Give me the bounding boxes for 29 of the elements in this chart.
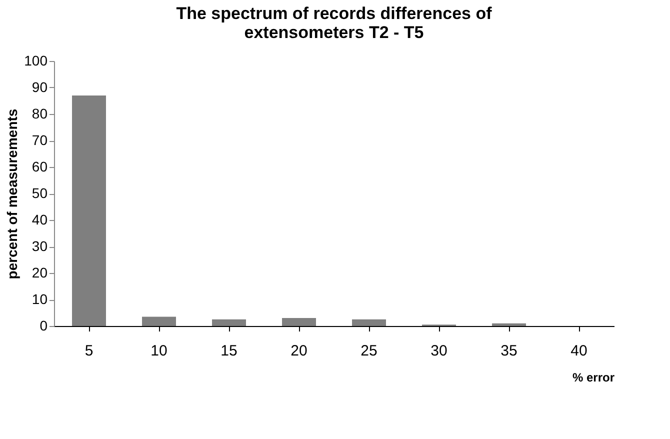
x-tick-label: 20 (290, 342, 308, 360)
y-tick-label: 100 (24, 52, 48, 68)
y-tick-label: 60 (32, 158, 48, 174)
text: The spectrum of records differences of (176, 4, 492, 23)
bar (212, 319, 246, 326)
y-tick-label: 90 (32, 79, 48, 95)
bar (352, 319, 386, 326)
y-tick-label: 70 (32, 132, 48, 148)
y-tick-label: 0 (40, 318, 48, 334)
x-tick-label: 5 (84, 342, 94, 360)
y-tick-label: 40 (32, 212, 48, 228)
x-tick-label: 30 (430, 342, 448, 360)
y-tick-label: 20 (32, 264, 48, 280)
x-axis-title: % error (572, 370, 615, 384)
x-tick-label: 40 (570, 342, 588, 360)
x-tick-label: 10 (150, 342, 168, 360)
text: extensometers T2 - T5 (244, 23, 424, 42)
x-tick-label: 35 (500, 342, 518, 360)
bar (492, 323, 526, 326)
x-tick-label: 25 (360, 342, 378, 360)
y-tick-label: 50 (32, 185, 48, 201)
bar (142, 316, 176, 326)
y-tick-label: 10 (32, 291, 48, 307)
y-tick-label: 80 (32, 106, 48, 122)
bar (282, 318, 316, 326)
bar (72, 95, 106, 326)
y-tick-label: 30 (32, 238, 48, 254)
x-tick-label: 15 (220, 342, 238, 360)
y-axis-title: percent of measurements (4, 108, 20, 280)
